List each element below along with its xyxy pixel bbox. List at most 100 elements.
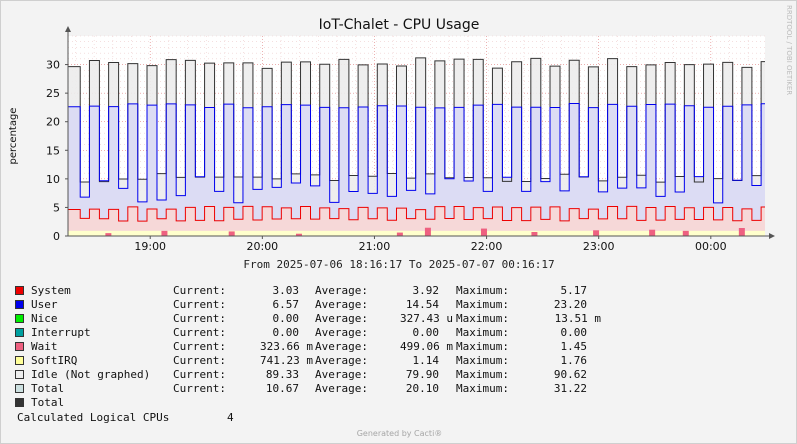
chart-title: IoT-Chalet - CPU Usage [319,17,480,33]
legend-average-label: Average: [315,298,368,311]
x-tick-label: 22:00 [471,240,503,253]
legend-maximum-value: 1.45 [560,340,588,353]
legend-swatch [15,384,24,393]
x-tick-label: 00:00 [695,240,727,253]
legend-maximum-label: Maximum: [456,354,509,367]
footer-generated-by: Generated by Cacti® [356,429,443,438]
wait-spike [738,228,745,236]
legend-maximum-value: 31.22 [553,382,587,395]
series-softirq-area [68,230,765,236]
legend-average-value: 1.14 [412,354,440,367]
legend-swatch [15,370,24,379]
legend-label: User [31,298,58,311]
rrdtool-watermark: RRDTOOL / TOBI OETIKER [785,5,793,95]
legend-swatch [15,328,24,337]
legend-current-value: 0.00 [272,326,300,339]
legend-current-label: Current: [173,340,226,353]
legend-average-label: Average: [315,312,368,325]
wait-spike [228,231,235,236]
y-tick-label: 30 [46,59,60,72]
legend-maximum-value: 23.20 [553,298,587,311]
wait-spike [295,233,302,236]
y-tick-label: 25 [46,87,60,100]
legend-average-label: Average: [315,354,368,367]
legend-average-label: Average: [315,340,368,353]
legend-average-value: 3.92 [412,284,440,297]
legend-current-value: 89.33 [265,368,299,381]
legend-maximum-value: 13.51 m [554,312,601,325]
calculated-cpus-value: 4 [227,411,234,424]
legend-swatch [15,314,24,323]
legend-maximum-label: Maximum: [456,298,509,311]
legend-current-label: Current: [173,354,226,367]
y-axis-label: percentage [8,108,19,165]
x-tick-label: 21:00 [359,240,391,253]
y-tick-label: 10 [46,173,60,186]
legend-maximum-label: Maximum: [456,312,509,325]
legend-average-label: Average: [315,284,368,297]
legend-current-value: 741.23 m [260,354,313,367]
legend-maximum-value: 0.00 [560,326,588,339]
legend-average-value: 0.00 [412,326,440,339]
chart-canvas: IoT-Chalet - CPU Usage percentage RRDTOO… [8,5,793,271]
legend-current-label: Current: [173,382,226,395]
wait-spike [424,227,431,236]
wait-spike [161,230,168,236]
legend-maximum-label: Maximum: [456,368,509,381]
legend-average-value: 20.10 [405,382,439,395]
legend-average-value: 79.90 [405,368,439,381]
y-tick-label: 5 [53,201,60,214]
x-axis-arrow [769,233,775,239]
legend-current-value: 0.00 [272,312,300,325]
wait-spike [480,228,487,236]
legend-current-label: Current: [173,284,226,297]
legend-average-label: Average: [315,368,368,381]
legend-swatch [15,286,24,295]
legend-maximum-value: 90.62 [553,368,587,381]
wait-spike [649,229,656,236]
legend-swatch [15,342,24,351]
y-tick-label: 20 [46,116,60,129]
series-system-line [68,205,765,222]
calculated-cpus-label: Calculated Logical CPUs [17,411,170,424]
legend-label: Total [31,382,65,395]
legend-maximum-label: Maximum: [456,326,509,339]
series-system-area [68,206,765,236]
legend-current-value: 6.57 [272,298,300,311]
legend-label: Interrupt [31,326,91,339]
legend-label: Total [31,396,65,409]
legend-average-label: Average: [315,326,368,339]
legend-current-value: 10.67 [265,382,299,395]
legend-maximum-label: Maximum: [456,382,509,395]
legend-current-label: Current: [173,368,226,381]
chart-subtitle: From 2025-07-06 18:16:17 To 2025-07-07 0… [243,258,554,271]
x-tick-label: 19:00 [134,240,166,253]
legend-average-value: 327.43 u [400,312,453,325]
legend-swatch [15,356,24,365]
legend-average-value: 14.54 [405,298,439,311]
legend-maximum-label: Maximum: [456,284,509,297]
legend-maximum-label: Maximum: [456,340,509,353]
legend-average-label: Average: [315,382,368,395]
x-tick-label: 23:00 [583,240,615,253]
legend-current-value: 3.03 [272,284,300,297]
y-axis-arrow [65,26,71,32]
wait-spike [105,233,112,236]
legend-current-label: Current: [173,326,226,339]
x-tick-label: 20:00 [246,240,278,253]
y-tick-label: 15 [46,144,60,157]
legend-swatch [15,398,24,407]
legend-label: Idle (Not graphed) [31,368,151,381]
wait-spike [593,230,600,236]
legend-maximum-value: 5.17 [560,284,588,297]
legend-label: Nice [31,312,58,325]
legend-swatch [15,300,24,309]
legend-current-label: Current: [173,312,226,325]
series-user-line [68,102,765,204]
series-total-line [68,57,765,183]
legend-maximum-value: 1.76 [560,354,588,367]
legend-label: System [31,284,71,297]
legend-average-value: 499.06 m [400,340,453,353]
wait-spike [531,232,538,236]
